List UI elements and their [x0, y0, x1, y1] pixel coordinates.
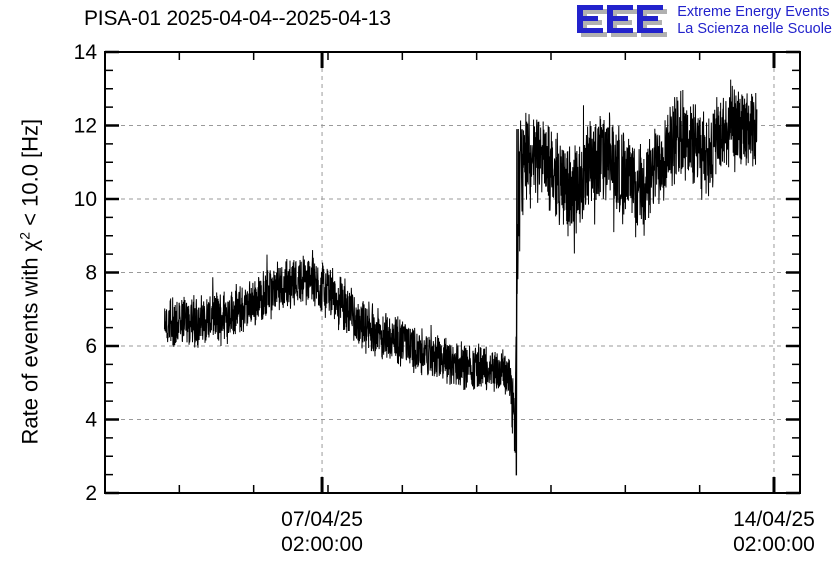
x-tick-label-date: 14/04/25: [733, 508, 815, 531]
y-tick-label: 8: [85, 262, 97, 285]
y-tick-label: 2: [85, 482, 97, 505]
x-tick-label-time: 02:00:00: [281, 533, 363, 556]
x-tick-label-time: 02:00:00: [733, 533, 815, 556]
y-tick-label: 6: [85, 335, 97, 358]
eee-logo-line1: Extreme Energy Events: [677, 4, 830, 20]
y-tick-label: 12: [74, 115, 97, 138]
eee-logo: Extreme Energy Events La Scienza nelle S…: [575, 2, 832, 38]
x-tick-label-date: 07/04/25: [281, 508, 363, 531]
eee-logo-line2: La Scienza nelle Scuole: [677, 21, 832, 37]
eee-logo-text: Extreme Energy Events La Scienza nelle S…: [677, 2, 832, 38]
axis-tick-labels: 246810121407/04/2502:00:0014/04/2502:00:…: [74, 41, 815, 556]
eee-logo-mark-icon: [575, 2, 669, 38]
y-tick-label: 14: [74, 41, 98, 64]
y-tick-label: 10: [74, 188, 97, 211]
data-series-event-rate: [163, 79, 758, 476]
y-tick-label: 4: [85, 409, 97, 432]
axis-ticks: [105, 50, 800, 495]
page-title: PISA-01 2025-04-04--2025-04-13: [84, 7, 391, 30]
